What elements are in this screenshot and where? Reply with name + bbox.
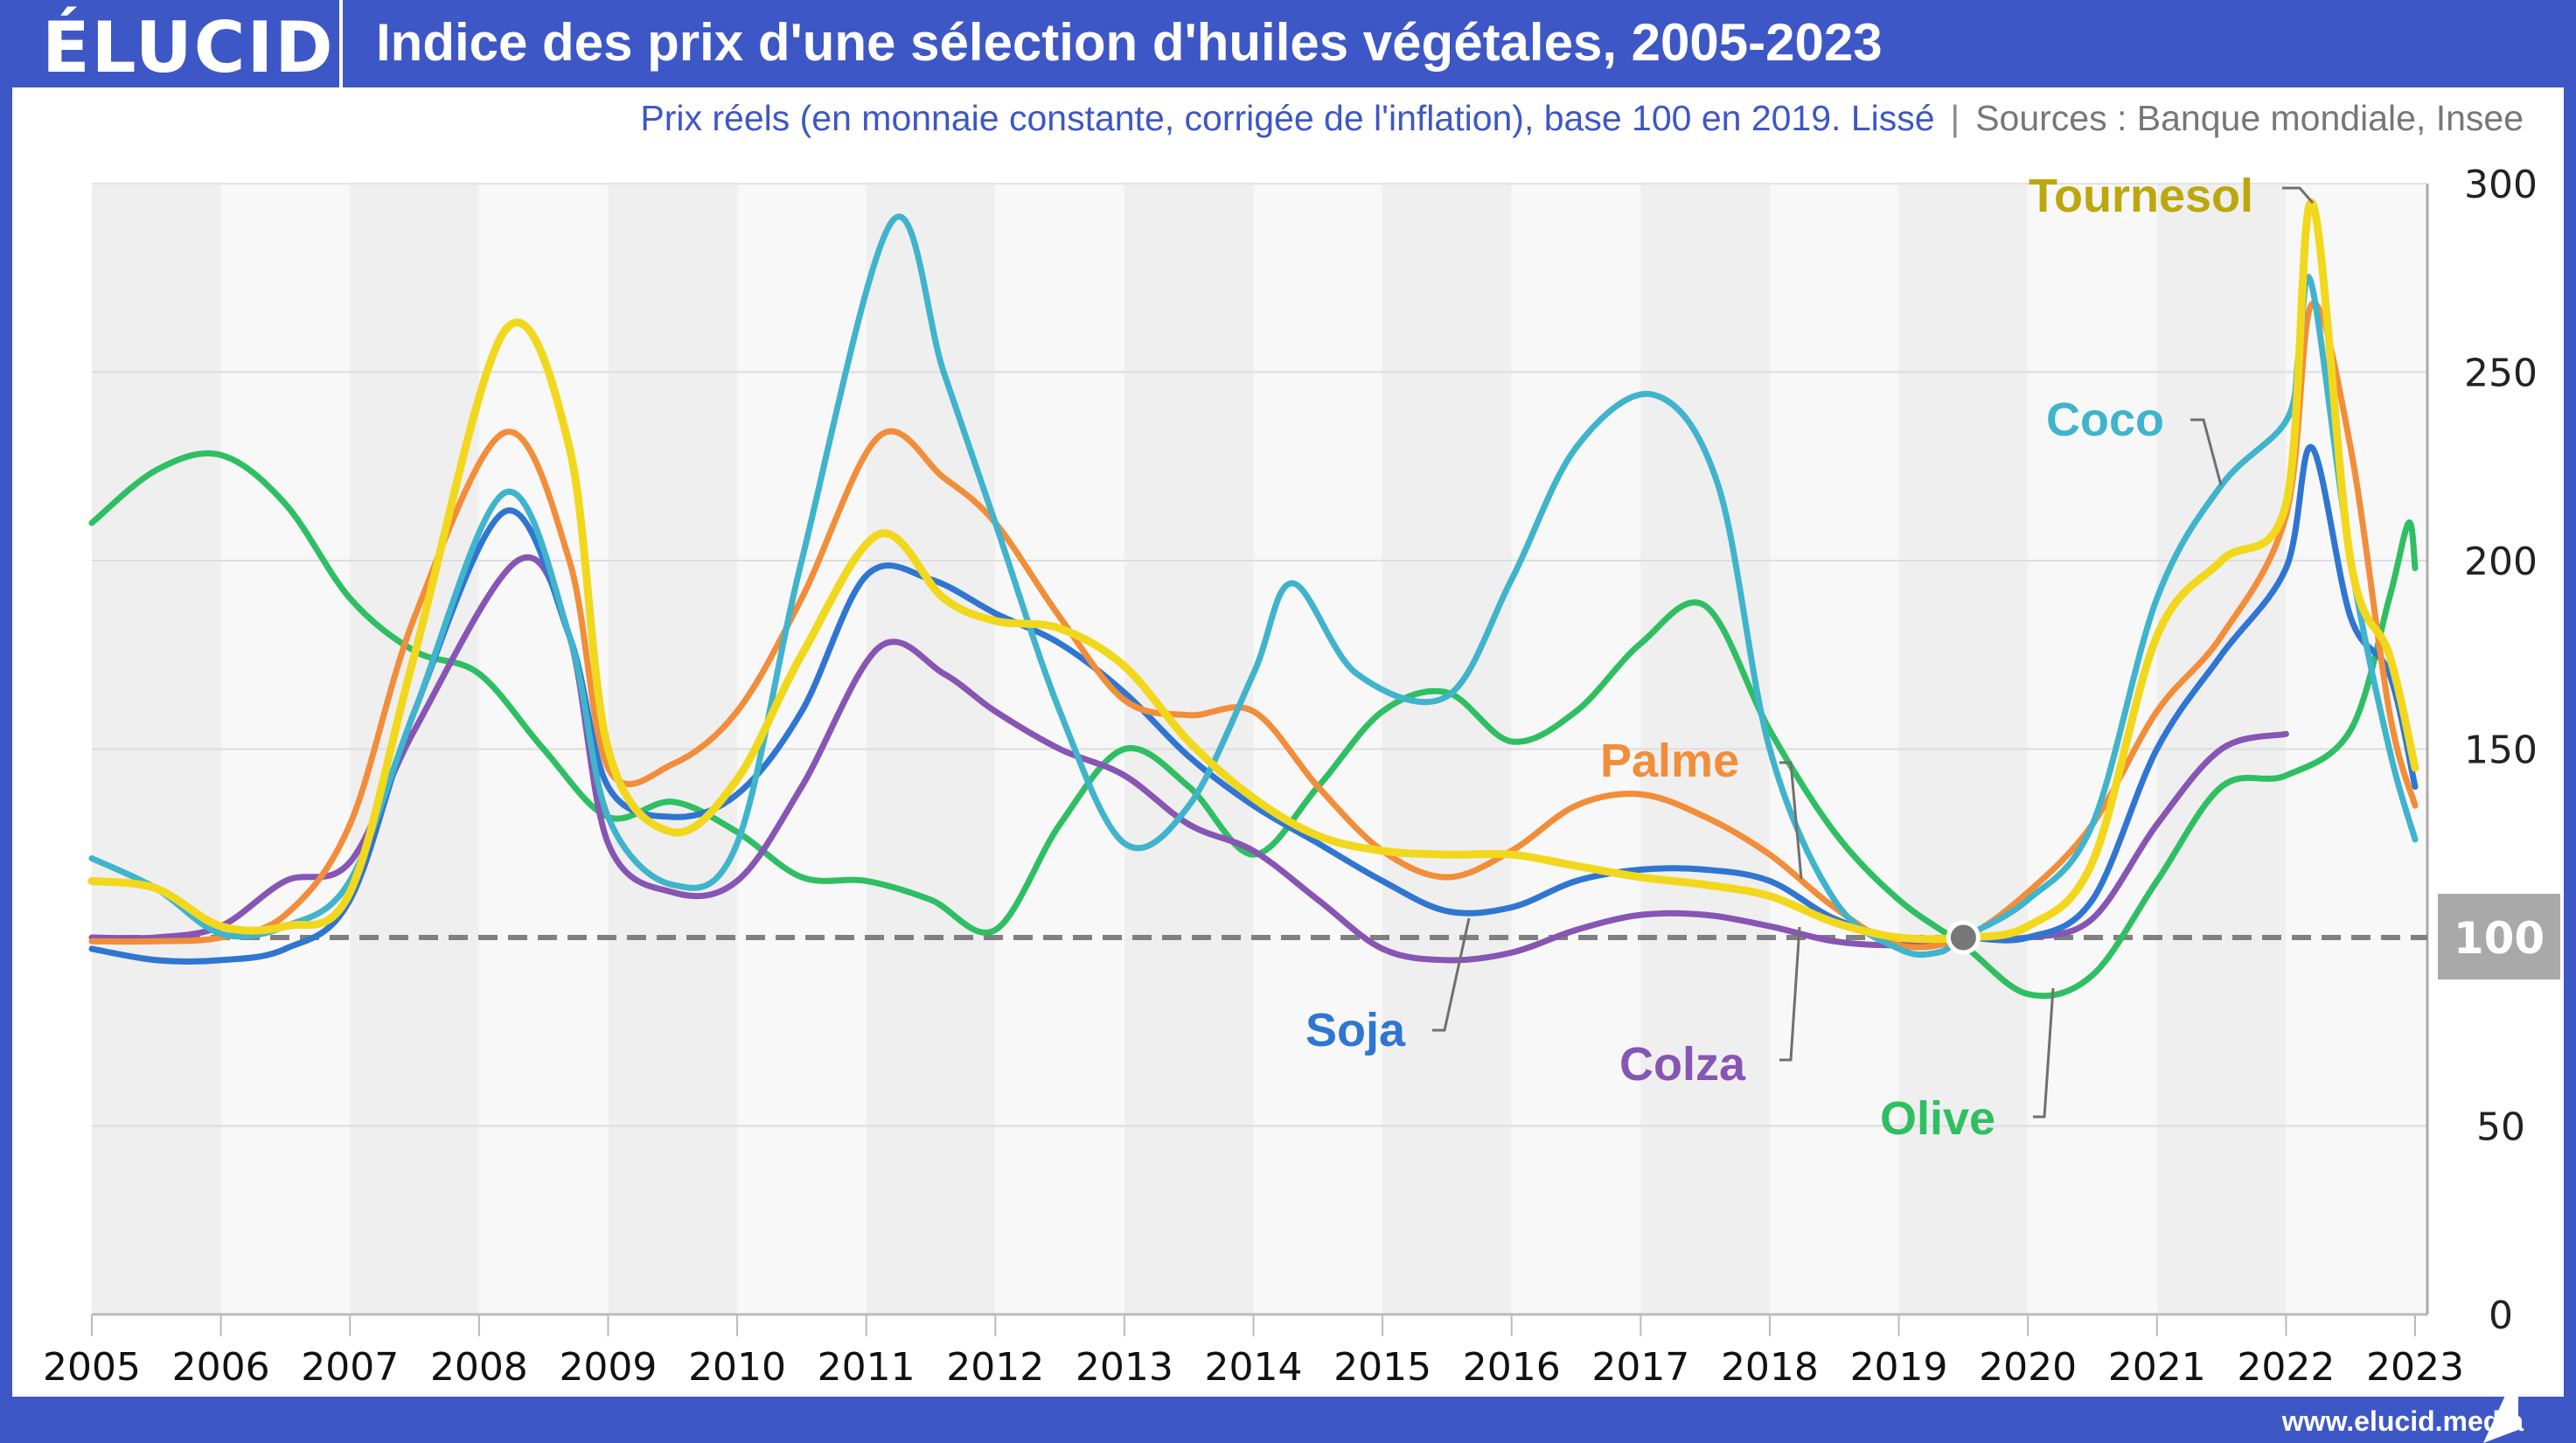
leader-line-palme	[1779, 761, 1803, 880]
series-label-olive: Olive	[1880, 1092, 1995, 1145]
series-lines	[87, 199, 2419, 1000]
series-label-soja: Soja	[1305, 1004, 1406, 1056]
leader-line-olive	[2033, 987, 2055, 1119]
leader-line-colza	[1779, 926, 1801, 1062]
axes	[91, 183, 2429, 1336]
x-tick-label: 2009	[559, 1345, 657, 1390]
series-label-colza: Colza	[1619, 1038, 1746, 1091]
y-tick-label: 150	[2464, 728, 2538, 773]
x-tick-label: 2016	[1463, 1345, 1561, 1390]
series-line-tournesol	[87, 199, 2419, 944]
series-label-tournesol: Tournesol	[2029, 170, 2253, 222]
x-tick-label: 2021	[2108, 1345, 2206, 1390]
footer-accent-icon	[2483, 1386, 2518, 1443]
x-tick-label: 2011	[818, 1345, 916, 1390]
y-tick-label: 200	[2464, 540, 2538, 584]
subtitle-description: Prix réels (en monnaie constante, corrig…	[640, 98, 1935, 138]
x-tick-label: 2005	[43, 1345, 141, 1390]
x-tick-label: 2017	[1591, 1345, 1689, 1390]
elucid-logo: ÉLUCID	[42, 7, 335, 88]
leader-line-tournesol	[2282, 186, 2315, 204]
footer-url[interactable]: www.elucid.media	[2281, 1405, 2524, 1437]
y-tick-label: 0	[2489, 1293, 2513, 1338]
tick-labels: 0 50 150 200 250 300 100 2005 2006 2007 2008 2009 20…	[43, 163, 2560, 1443]
y-tick-label: 300	[2464, 163, 2538, 207]
base-point	[1946, 920, 1981, 955]
chart-title: Indice des prix d'une sélection d'huiles…	[376, 13, 1883, 72]
header-divider	[339, 0, 343, 87]
y-tick-label: 250	[2464, 352, 2538, 396]
series-label-palme: Palme	[1600, 735, 1739, 787]
series-line-olive	[88, 450, 2419, 1000]
x-tick-label: 2018	[1721, 1345, 1819, 1390]
x-tick-label: 2019	[1850, 1345, 1948, 1390]
x-tick-label: 2007	[301, 1345, 399, 1390]
header-bar: ÉLUCID Indice des prix d'une sélection d…	[0, 0, 2576, 88]
chart-subtitle: Prix réels (en monnaie constante, corrig…	[640, 98, 2524, 139]
series-line-soja	[88, 444, 2419, 965]
y-tick-label: 50	[2476, 1105, 2525, 1150]
x-tick-label: 2023	[2366, 1345, 2464, 1390]
series-labels: Tournesol Coco Palme Soja Colza Olive	[1305, 170, 2315, 1145]
series-line-palme	[88, 300, 2419, 951]
x-tick-label: 2012	[946, 1345, 1044, 1390]
baseline-label: 100	[2454, 913, 2545, 964]
leader-line-coco	[2190, 418, 2223, 486]
x-tick-label: 2006	[172, 1345, 270, 1390]
x-tick-label: 2013	[1076, 1345, 1173, 1390]
subtitle-separator: |	[1950, 98, 1960, 138]
subtitle-sources: Sources : Banque mondiale, Insee	[1975, 98, 2524, 138]
x-tick-label: 2022	[2237, 1345, 2335, 1390]
baseline-label-box	[2438, 894, 2560, 979]
x-tick-label: 2020	[1979, 1345, 2077, 1390]
series-line-coco	[88, 213, 2419, 959]
x-tick-label: 2015	[1333, 1345, 1431, 1390]
x-tick-label: 2014	[1205, 1345, 1303, 1390]
base-point-marker	[1946, 920, 1981, 955]
x-tick-label: 2010	[688, 1345, 786, 1390]
leader-line-soja	[1432, 917, 1471, 1032]
series-label-coco: Coco	[2046, 394, 2164, 446]
x-tick-label: 2008	[430, 1345, 528, 1390]
